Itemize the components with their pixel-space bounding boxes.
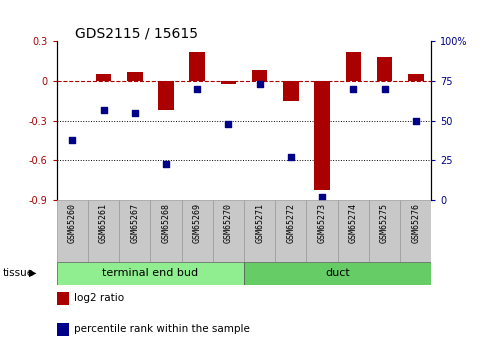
Bar bbox=[221, 81, 236, 84]
Text: GSM65274: GSM65274 bbox=[349, 203, 358, 243]
Text: tissue: tissue bbox=[2, 268, 34, 278]
Bar bbox=[244, 200, 275, 262]
Bar bbox=[88, 200, 119, 262]
Text: GSM65260: GSM65260 bbox=[68, 203, 77, 243]
Bar bbox=[338, 200, 369, 262]
Bar bbox=[57, 262, 244, 285]
Text: percentile rank within the sample: percentile rank within the sample bbox=[74, 325, 250, 334]
Text: GSM65268: GSM65268 bbox=[162, 203, 171, 243]
Bar bbox=[181, 200, 213, 262]
Bar bbox=[377, 57, 392, 81]
Bar bbox=[369, 200, 400, 262]
Text: duct: duct bbox=[325, 268, 350, 278]
Point bbox=[381, 86, 388, 92]
Bar bbox=[307, 200, 338, 262]
Text: log2 ratio: log2 ratio bbox=[74, 294, 124, 303]
Bar bbox=[96, 75, 111, 81]
Bar bbox=[158, 81, 174, 110]
Point bbox=[350, 86, 357, 92]
Bar bbox=[127, 72, 142, 81]
Point bbox=[224, 121, 232, 127]
Text: GSM65276: GSM65276 bbox=[411, 203, 420, 243]
Bar bbox=[252, 70, 267, 81]
Point bbox=[193, 86, 201, 92]
Text: GSM65273: GSM65273 bbox=[317, 203, 326, 243]
Bar bbox=[283, 81, 299, 101]
Point bbox=[287, 155, 295, 160]
Bar bbox=[150, 200, 181, 262]
Point bbox=[412, 118, 420, 124]
Bar bbox=[408, 75, 423, 81]
Bar bbox=[119, 200, 150, 262]
Bar bbox=[400, 200, 431, 262]
Point bbox=[162, 161, 170, 166]
Bar bbox=[189, 52, 205, 81]
Text: ▶: ▶ bbox=[29, 268, 36, 278]
Text: GSM65271: GSM65271 bbox=[255, 203, 264, 243]
Bar bbox=[275, 200, 307, 262]
Point bbox=[100, 107, 107, 112]
Text: GSM65275: GSM65275 bbox=[380, 203, 389, 243]
Text: GSM65261: GSM65261 bbox=[99, 203, 108, 243]
Bar bbox=[315, 81, 330, 189]
Text: terminal end bud: terminal end bud bbox=[103, 268, 198, 278]
Bar bbox=[57, 200, 88, 262]
Text: GSM65272: GSM65272 bbox=[286, 203, 295, 243]
Bar bbox=[346, 52, 361, 81]
Text: GSM65270: GSM65270 bbox=[224, 203, 233, 243]
Text: GSM65267: GSM65267 bbox=[130, 203, 139, 243]
Point bbox=[131, 110, 139, 116]
Point bbox=[318, 194, 326, 200]
Text: GSM65269: GSM65269 bbox=[193, 203, 202, 243]
Point bbox=[256, 81, 264, 87]
Bar bbox=[244, 262, 431, 285]
Bar bbox=[213, 200, 244, 262]
Point bbox=[69, 137, 76, 142]
Text: GDS2115 / 15615: GDS2115 / 15615 bbox=[75, 26, 198, 40]
